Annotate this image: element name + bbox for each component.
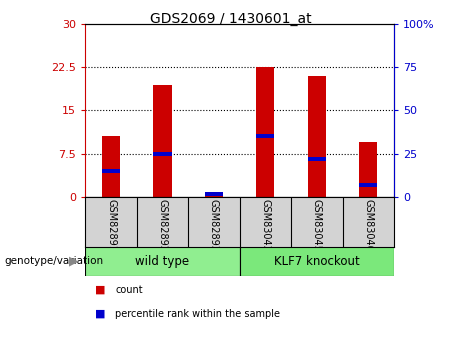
Text: GDS2069 / 1430601_at: GDS2069 / 1430601_at xyxy=(150,12,311,26)
Text: wild type: wild type xyxy=(136,255,189,268)
Text: ■: ■ xyxy=(95,285,105,295)
Bar xyxy=(102,136,120,197)
Text: genotype/variation: genotype/variation xyxy=(5,256,104,266)
Bar xyxy=(102,169,120,173)
Bar xyxy=(154,151,171,156)
Text: GSM83046: GSM83046 xyxy=(363,199,373,252)
Text: GSM82893: GSM82893 xyxy=(209,199,219,252)
Text: count: count xyxy=(115,285,143,295)
Text: KLF7 knockout: KLF7 knockout xyxy=(274,255,360,268)
Text: ■: ■ xyxy=(95,309,105,319)
Text: GSM83045: GSM83045 xyxy=(312,199,322,252)
Bar xyxy=(360,142,378,197)
Text: GSM83043: GSM83043 xyxy=(260,199,271,252)
Bar xyxy=(256,134,274,138)
Bar xyxy=(308,76,326,197)
Bar xyxy=(205,194,223,197)
FancyBboxPatch shape xyxy=(240,247,394,276)
Bar xyxy=(205,192,223,196)
FancyBboxPatch shape xyxy=(85,247,240,276)
Text: GSM82892: GSM82892 xyxy=(158,199,167,252)
Bar xyxy=(256,67,274,197)
Bar xyxy=(360,183,378,187)
Text: ▶: ▶ xyxy=(69,255,78,268)
Bar xyxy=(308,157,326,161)
Text: GSM82891: GSM82891 xyxy=(106,199,116,252)
Text: percentile rank within the sample: percentile rank within the sample xyxy=(115,309,280,319)
Bar xyxy=(154,85,171,197)
